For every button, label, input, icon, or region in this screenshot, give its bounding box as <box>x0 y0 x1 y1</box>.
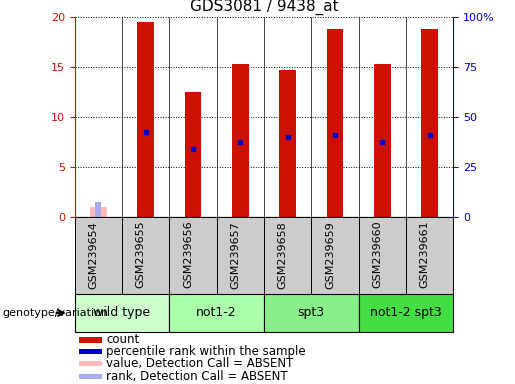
Text: GSM239659: GSM239659 <box>325 221 335 288</box>
Text: not1-2: not1-2 <box>196 306 237 319</box>
Text: GSM239661: GSM239661 <box>420 221 430 288</box>
Bar <box>358 294 453 332</box>
Bar <box>421 29 438 217</box>
Text: GSM239660: GSM239660 <box>372 221 382 288</box>
Text: wild type: wild type <box>93 306 150 319</box>
Title: GDS3081 / 9438_at: GDS3081 / 9438_at <box>190 0 338 15</box>
Text: GSM239657: GSM239657 <box>230 221 241 288</box>
Bar <box>79 374 102 379</box>
Bar <box>75 217 122 294</box>
Bar <box>264 217 311 294</box>
Bar <box>79 338 102 343</box>
Text: genotype/variation: genotype/variation <box>3 308 109 318</box>
Text: not1-2 spt3: not1-2 spt3 <box>370 306 442 319</box>
Text: value, Detection Call = ABSENT: value, Detection Call = ABSENT <box>106 357 294 370</box>
Bar <box>311 217 358 294</box>
Text: percentile rank within the sample: percentile rank within the sample <box>106 345 306 358</box>
Bar <box>169 294 264 332</box>
Bar <box>79 349 102 354</box>
Bar <box>264 294 358 332</box>
Text: GSM239654: GSM239654 <box>89 221 98 288</box>
Bar <box>79 361 102 366</box>
Bar <box>122 217 169 294</box>
Bar <box>95 202 101 217</box>
Bar <box>374 64 390 217</box>
Bar <box>327 29 343 217</box>
Text: rank, Detection Call = ABSENT: rank, Detection Call = ABSENT <box>106 370 288 383</box>
Text: count: count <box>106 333 140 346</box>
Bar <box>185 92 201 217</box>
Bar <box>279 70 296 217</box>
Bar <box>358 217 406 294</box>
Bar <box>169 217 217 294</box>
Bar <box>75 294 169 332</box>
Text: GSM239656: GSM239656 <box>183 221 193 288</box>
Bar <box>406 217 453 294</box>
Text: GSM239655: GSM239655 <box>135 221 146 288</box>
Text: spt3: spt3 <box>298 306 325 319</box>
Bar <box>217 217 264 294</box>
Bar <box>138 22 154 217</box>
Bar <box>232 64 249 217</box>
Bar <box>90 207 107 217</box>
Text: GSM239658: GSM239658 <box>278 221 287 288</box>
